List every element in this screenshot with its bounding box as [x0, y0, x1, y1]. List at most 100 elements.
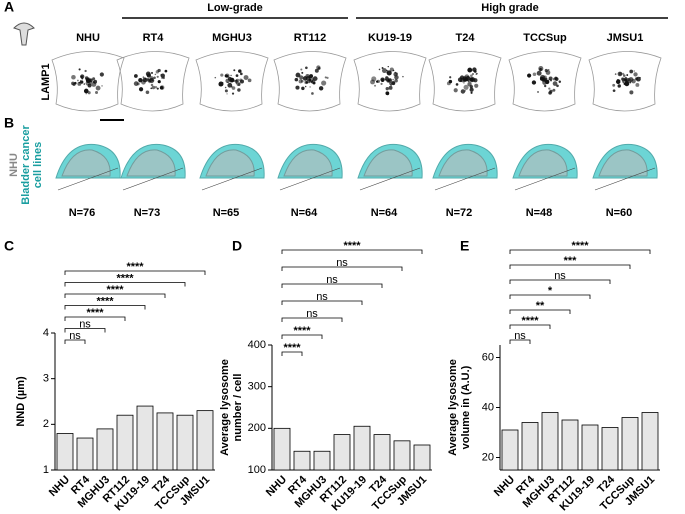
cell-outline: [51, 51, 125, 112]
lysosome-dot: [552, 77, 556, 81]
cell-count: N=64: [291, 207, 318, 219]
bar: [413, 444, 431, 471]
lysosome-dot: [83, 88, 89, 94]
bar: [273, 427, 291, 471]
significance-bracket: [509, 324, 551, 329]
significance-bracket: [64, 270, 206, 275]
lysosome-dot: [78, 68, 81, 71]
overlay-axis: [434, 167, 496, 191]
y-axis-label: number / cell: [232, 374, 244, 442]
lysosome-dot: [314, 68, 319, 73]
lysosome-dot: [231, 79, 233, 81]
significance-bracket: [281, 300, 363, 305]
significance-bracket: [281, 283, 383, 288]
lysosome-dot: [231, 92, 235, 95]
y-tick-label: 4: [43, 327, 49, 339]
lysosome-dot: [233, 69, 236, 72]
lysosome-dot: [389, 67, 394, 72]
lysosome-dot: [385, 86, 389, 91]
lysosome-dot: [386, 70, 392, 76]
cell-line-label: KU19-19: [368, 32, 412, 44]
lysosome-dot: [227, 82, 233, 88]
y-axis-label: volume in (A.U.): [460, 365, 472, 449]
lysosome-dot: [225, 78, 230, 83]
lysosome-dot: [629, 90, 634, 95]
lysosome-dot: [394, 75, 399, 80]
lysosome-dot: [142, 76, 145, 79]
lysosome-dot: [381, 68, 387, 74]
significance-bracket: [64, 339, 86, 344]
nhu-cell: [61, 149, 111, 177]
lysosome-dot: [385, 78, 387, 81]
overlay-axis: [201, 167, 263, 191]
lysosome-dot: [156, 87, 159, 90]
lysosome-dot: [150, 83, 154, 87]
significance-label: ****: [521, 315, 539, 327]
lysosome-dot: [146, 75, 149, 78]
lysosome-dot: [224, 86, 227, 89]
lysosome-dot: [612, 89, 616, 93]
lysosome-dot: [218, 82, 223, 87]
panel-label: C: [4, 238, 14, 254]
bar: [541, 412, 559, 471]
significance-bracket: [64, 293, 166, 298]
cell-count: N=48: [526, 207, 553, 219]
bar: [641, 412, 659, 471]
lysosome-dot: [558, 80, 562, 83]
cell-outline: [353, 51, 427, 112]
lysosome-dot: [95, 85, 101, 91]
significance-bracket: [509, 279, 611, 284]
lysosome-dot: [467, 67, 473, 73]
lysosome-dot: [101, 85, 103, 87]
bar: [373, 434, 391, 471]
lysosome-dot: [159, 85, 164, 90]
lysosome-dot: [243, 75, 249, 80]
lysosome-dot: [394, 79, 398, 83]
lysosome-dot: [230, 74, 232, 77]
significance-label: **: [536, 300, 545, 312]
significance-label: ****: [283, 342, 301, 354]
cell-outline: [195, 51, 269, 112]
lysosome-dot: [84, 69, 87, 73]
lysosome-dot: [634, 77, 639, 81]
cell-outline: [116, 51, 190, 112]
lysosome-dot: [318, 86, 324, 91]
overlay-axis: [57, 167, 119, 191]
lysosome-dot: [475, 73, 478, 76]
lysosome-dot: [321, 80, 327, 86]
lysosome-dot: [145, 90, 150, 95]
lysosome-dot: [164, 69, 168, 73]
lysosome-dot: [388, 79, 390, 82]
cell-count: N=76: [69, 207, 96, 219]
cell-line-label: JMSU1: [607, 32, 644, 44]
lysosome-dot: [541, 77, 545, 81]
significance-label: ns: [69, 330, 81, 342]
lysosome-dot: [446, 81, 451, 86]
lysosome-dot: [80, 80, 84, 84]
lysosome-dot: [157, 80, 161, 83]
overlay-axis: [359, 167, 421, 191]
lysosome-dot: [236, 81, 241, 87]
lysosome-dot: [162, 76, 165, 80]
lysosome-dot: [155, 70, 160, 74]
y-tick-label: 40: [482, 401, 494, 413]
lysosome-dot: [99, 72, 104, 77]
y-tick-label: 20: [482, 451, 494, 463]
lysosome-dot: [392, 78, 395, 81]
y-axis-label: Average lysosome: [447, 359, 459, 456]
lysosome-dot: [156, 75, 159, 78]
bar: [333, 434, 351, 471]
lysosome-dot: [453, 88, 458, 93]
lysosome-dot: [621, 77, 625, 81]
panel-label: A: [4, 0, 14, 15]
lysosome-dot: [385, 75, 389, 79]
lysosome-dot: [317, 66, 321, 70]
bar: [521, 422, 539, 471]
nhu-cell: [598, 149, 648, 177]
lysosome-dot: [152, 79, 154, 82]
lysosome-dot: [305, 66, 308, 70]
lysosome-dot: [299, 75, 304, 80]
cell-outline: [508, 51, 582, 112]
y-axis-label: Average lysosome: [219, 359, 231, 456]
stain-label: LAMP1: [40, 63, 52, 100]
